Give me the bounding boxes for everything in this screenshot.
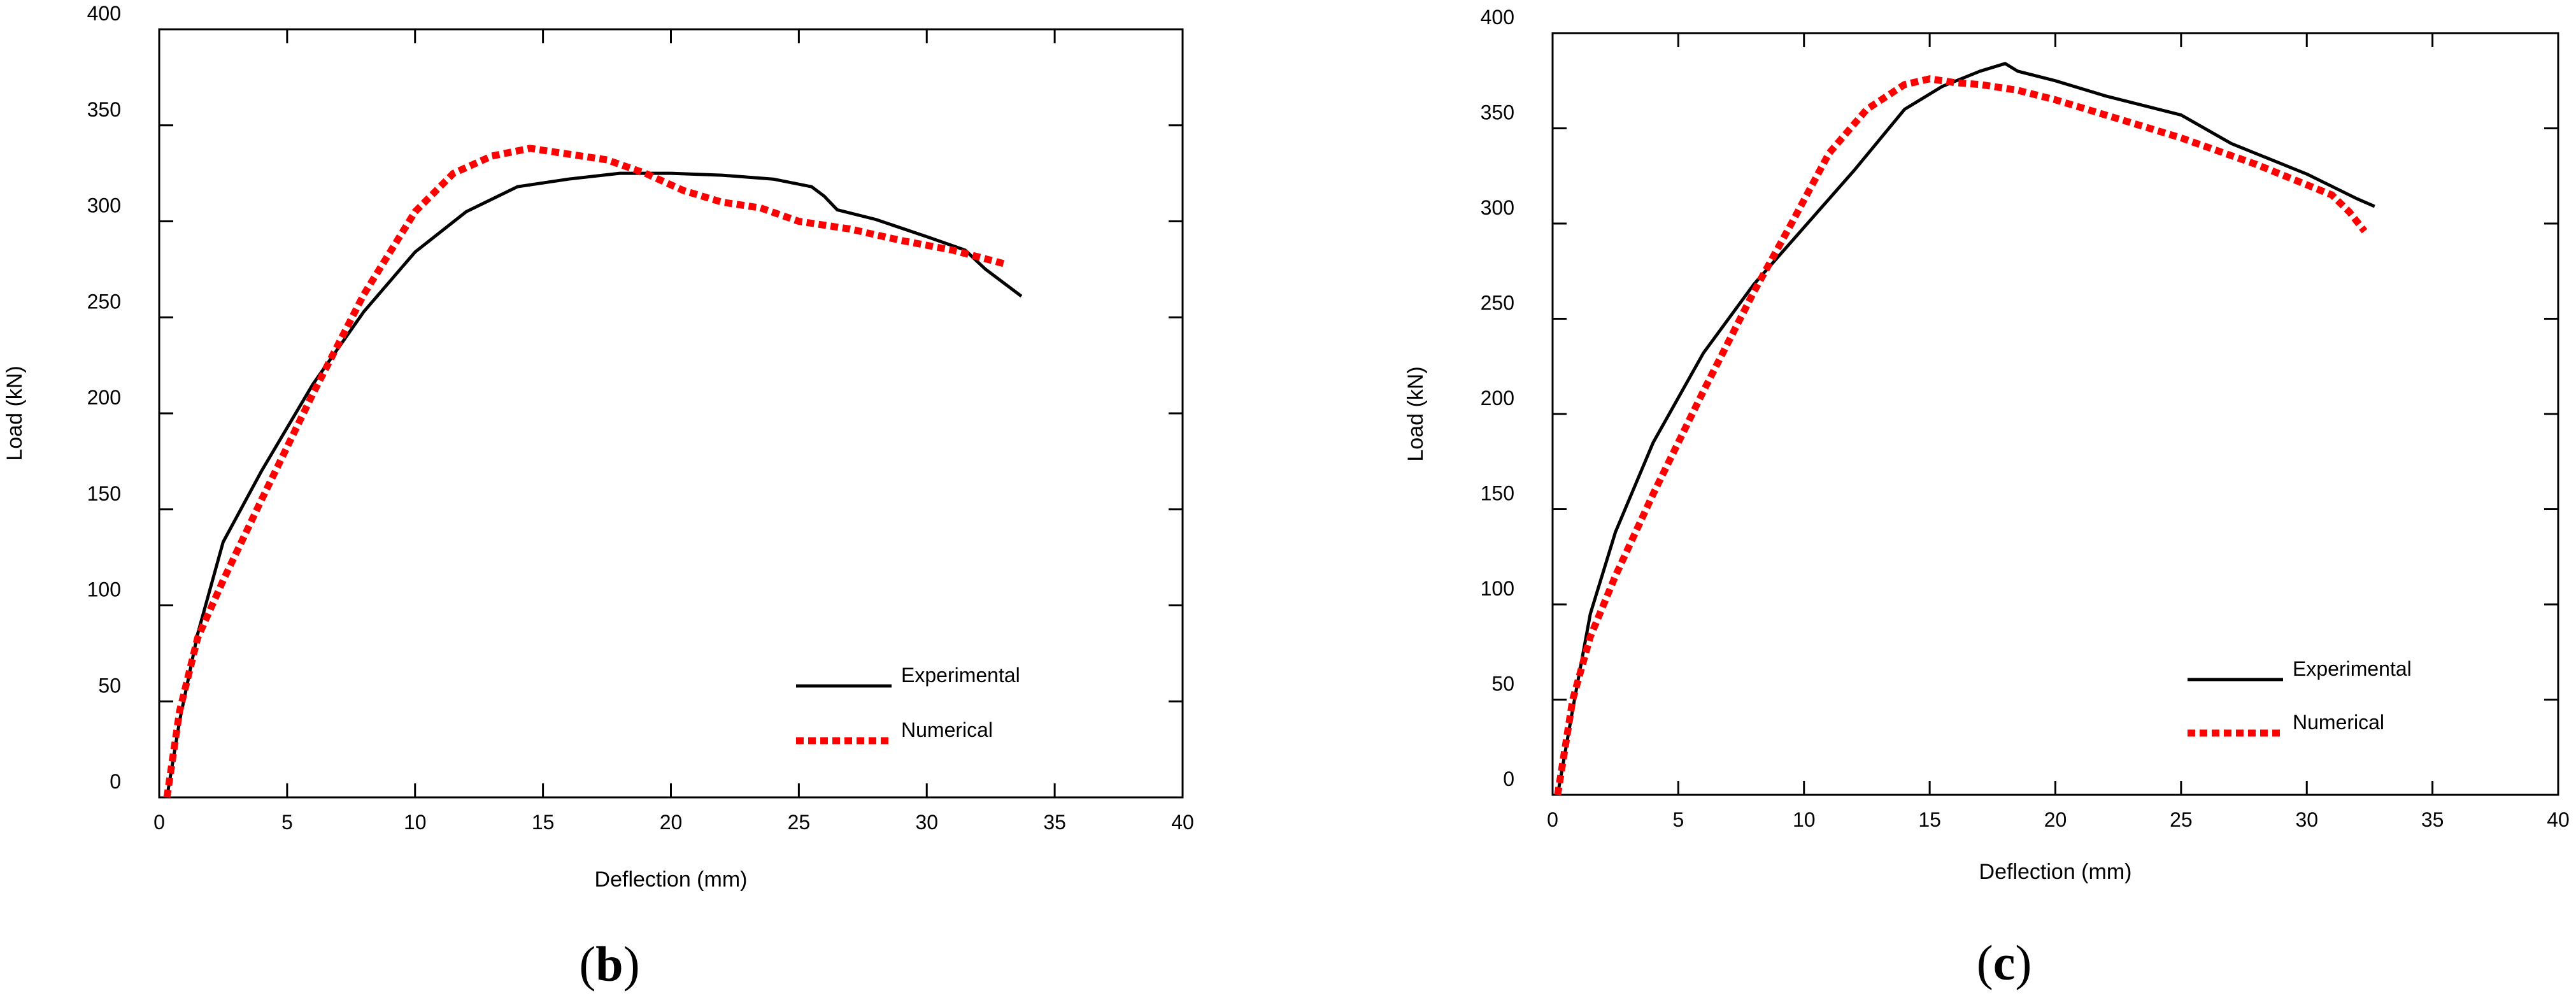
chart-panel-b: 0 5 10 15 20 25 30 35 40050100150200250300350400… bbox=[3, 2, 1194, 992]
x-axis-title: Deflection (mm) bbox=[1979, 860, 2132, 884]
y-tick-label: 400 bbox=[87, 2, 121, 25]
chart-panel-c: 0 5 10 15 20 25 30 35 40050100150200250300350400… bbox=[1404, 6, 2570, 990]
x-tick-label: 0 bbox=[153, 811, 165, 834]
x-tick-label: 30 bbox=[2295, 808, 2318, 831]
legend-label-numerical: Numerical bbox=[2293, 711, 2384, 734]
plot-frame bbox=[158, 28, 1184, 799]
series-line-numerical bbox=[1554, 75, 2368, 795]
y-tick-label: 350 bbox=[87, 98, 121, 121]
x-tick-label: 15 bbox=[532, 811, 555, 834]
y-tick-label: 50 bbox=[1491, 673, 1514, 695]
y-tick-label: 200 bbox=[87, 386, 121, 409]
y-tick-label: 300 bbox=[1481, 196, 1514, 219]
y-tick-label: 0 bbox=[1503, 767, 1514, 790]
legend-label-experimental: Experimental bbox=[901, 664, 1020, 687]
y-tick-label: 200 bbox=[1481, 387, 1514, 410]
x-tick-label: 40 bbox=[2547, 808, 2570, 831]
y-tick-label: 100 bbox=[87, 578, 121, 601]
series-line-experimental bbox=[165, 171, 1023, 798]
x-tick-label: 35 bbox=[2421, 808, 2444, 831]
y-tick-label: 400 bbox=[1481, 6, 1514, 29]
x-tick-label: 10 bbox=[404, 811, 427, 834]
plot-frame bbox=[1551, 32, 2559, 796]
panel-label: (b) bbox=[579, 936, 639, 992]
y-tick-label: 250 bbox=[1481, 292, 1514, 315]
y-tick-label: 0 bbox=[110, 770, 121, 793]
legend-label-numerical: Numerical bbox=[901, 718, 993, 741]
y-tick-label: 300 bbox=[87, 194, 121, 217]
y-tick-label: 50 bbox=[98, 674, 121, 697]
panel-label: (c) bbox=[1977, 935, 2032, 990]
x-tick-label: 20 bbox=[2044, 808, 2067, 831]
y-tick-label: 350 bbox=[1481, 101, 1514, 124]
y-tick-label: 100 bbox=[1481, 577, 1514, 600]
x-tick-label: 5 bbox=[1672, 808, 1684, 831]
y-axis-title: Load (kN) bbox=[3, 366, 27, 460]
x-tick-label: 10 bbox=[1793, 808, 1816, 831]
series-line-experimental bbox=[1556, 62, 2375, 795]
x-tick-label: 35 bbox=[1043, 811, 1066, 834]
x-tick-label: 25 bbox=[2170, 808, 2193, 831]
x-tick-label: 0 bbox=[1547, 808, 1558, 831]
x-tick-label: 15 bbox=[1918, 808, 1941, 831]
y-axis-title: Load (kN) bbox=[1404, 366, 1428, 461]
x-tick-label: 5 bbox=[281, 811, 293, 834]
x-tick-label: 30 bbox=[915, 811, 938, 834]
x-tick-label: 40 bbox=[1171, 811, 1194, 834]
legend-label-experimental: Experimental bbox=[2293, 657, 2412, 680]
x-tick-label: 25 bbox=[788, 811, 811, 834]
series-line-numerical bbox=[163, 145, 1005, 798]
y-tick-label: 250 bbox=[87, 290, 121, 313]
y-tick-label: 150 bbox=[1481, 482, 1514, 505]
x-tick-label: 20 bbox=[660, 811, 683, 834]
y-tick-label: 150 bbox=[87, 482, 121, 505]
x-axis-title: Deflection (mm) bbox=[595, 867, 748, 892]
